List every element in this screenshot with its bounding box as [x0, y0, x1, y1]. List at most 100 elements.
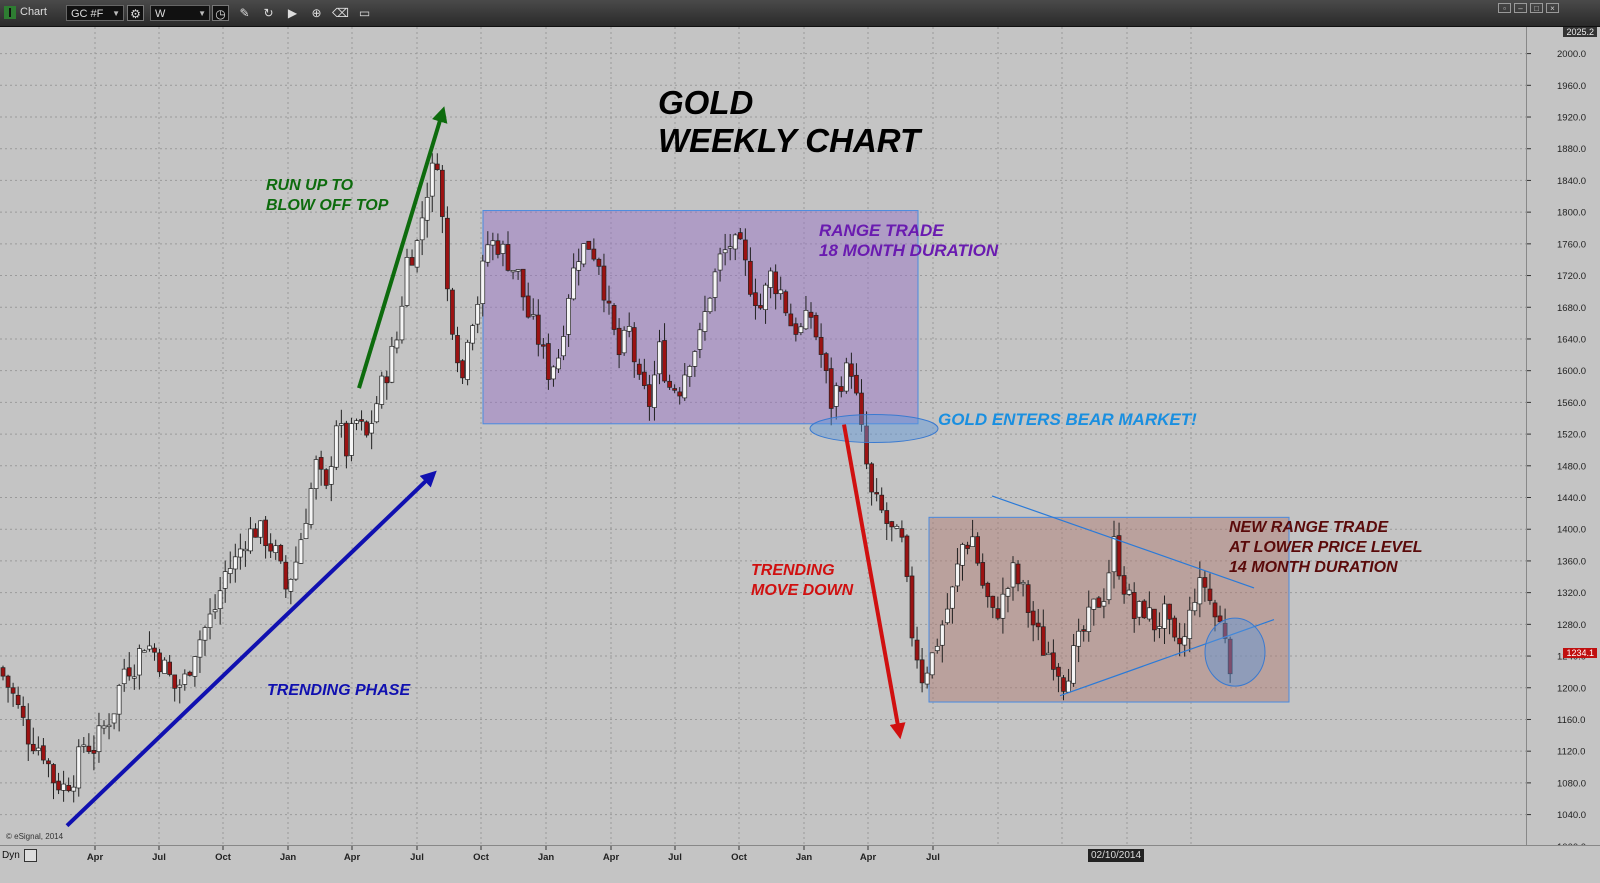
candle-body-down — [318, 457, 324, 470]
candle — [813, 312, 819, 341]
candle-body-up — [763, 284, 768, 311]
candle-body-up — [475, 304, 481, 325]
y-tick-label: 1440.0 — [1557, 493, 1586, 504]
candle — [742, 228, 748, 276]
candle — [904, 534, 910, 583]
candle-body-up — [939, 624, 945, 646]
candle — [263, 515, 268, 559]
candle-body-up — [1086, 606, 1092, 632]
candle — [490, 232, 496, 261]
close-icon[interactable]: × — [1546, 3, 1559, 13]
candle-body-up — [1071, 645, 1076, 684]
candle — [177, 679, 183, 704]
candle-body-down — [25, 719, 31, 745]
candle-body-down — [455, 335, 460, 364]
candle-body-down — [10, 687, 16, 694]
candle — [298, 532, 304, 564]
candle — [727, 233, 733, 261]
symbol-select[interactable]: GC #F ▼ — [66, 5, 124, 21]
chart-title-line-2: WEEKLY CHART — [658, 122, 921, 159]
candle — [914, 626, 920, 669]
candle-body-down — [662, 340, 667, 382]
candle — [924, 666, 930, 689]
candle-body-up — [349, 423, 354, 456]
candle-body-down — [66, 785, 72, 792]
candle — [429, 153, 435, 213]
candle — [748, 247, 753, 297]
candle — [601, 253, 607, 313]
y-tick-label: 1880.0 — [1557, 144, 1586, 155]
candle — [621, 326, 627, 356]
candle-body-down — [187, 671, 193, 676]
candle-body-down — [1207, 588, 1213, 601]
candle — [970, 519, 975, 547]
candle-body-up — [71, 786, 77, 792]
candle-body-up — [1187, 609, 1193, 639]
plot-area[interactable]: GOLD WEEKLY CHART RUN UP TO BLOW OFF TOP R… — [0, 27, 1526, 845]
candle — [354, 418, 359, 431]
maximize-icon[interactable]: □ — [1530, 3, 1543, 13]
price-axis[interactable]: 2000.0 1960.0 1920.0 1880.0 1840.0 1800.0 1760… — [1526, 27, 1600, 845]
zoom-icon[interactable]: ⊕ — [311, 6, 322, 20]
restore-icon[interactable]: ▫ — [1498, 3, 1511, 13]
candle-body-up — [924, 672, 930, 685]
eraser-icon[interactable]: ⌫ — [332, 6, 349, 20]
candle — [76, 739, 82, 797]
interval-select[interactable]: W ▼ — [150, 5, 210, 21]
candle-body-up — [803, 310, 809, 330]
candle-body-down — [1056, 666, 1061, 677]
candle-body-down — [864, 425, 869, 465]
candle — [414, 239, 420, 273]
pencil-icon[interactable]: ✎ — [239, 6, 250, 20]
candle-body-up — [843, 362, 849, 392]
play-icon[interactable]: ▶ — [287, 6, 298, 20]
candle-body-down — [904, 535, 910, 577]
y-tick-label: 1480.0 — [1557, 461, 1586, 472]
candle — [995, 596, 1001, 621]
chart-logo-icon — [4, 6, 16, 19]
candle-body-up — [131, 676, 137, 679]
candle — [894, 524, 900, 529]
candle — [808, 302, 814, 329]
dyn-toggle-icon[interactable] — [24, 849, 37, 862]
candle — [717, 247, 723, 282]
candle — [111, 713, 117, 730]
breakdown-ellipse — [1204, 617, 1266, 687]
candle — [682, 363, 688, 401]
candle — [66, 777, 72, 793]
date-axis[interactable]: Apr Jul Oct Jan Apr Jul Oct Jan Apr Jul Oct Jan Apr J… — [0, 845, 1600, 883]
candle — [349, 417, 354, 462]
candle — [232, 543, 238, 583]
y-tick-label: 1600.0 — [1557, 366, 1586, 377]
candle-body-down — [849, 363, 854, 377]
candle-body-down — [995, 608, 1001, 619]
candle — [202, 625, 208, 656]
y-tick-label: 1400.0 — [1557, 525, 1586, 536]
candle — [939, 620, 945, 663]
candle — [566, 294, 571, 347]
candle-body-down — [434, 163, 440, 170]
trendline-lower — [1059, 619, 1275, 697]
refresh-icon[interactable]: ↻ — [263, 6, 274, 20]
candle — [1111, 520, 1117, 589]
candle — [157, 648, 162, 677]
candle — [152, 643, 157, 661]
candle — [616, 318, 622, 369]
x-tick-label: Jan — [796, 852, 813, 863]
candle-body-up — [707, 297, 713, 313]
candle — [207, 598, 213, 640]
comment-icon[interactable]: ▭ — [358, 6, 371, 20]
candle — [586, 240, 592, 250]
annotation-line: RANGE TRADE — [819, 221, 944, 240]
candle — [530, 298, 536, 320]
candle — [1162, 595, 1167, 644]
candle — [1187, 596, 1193, 653]
candle-body-down — [5, 675, 11, 688]
settings-gear-icon[interactable]: ⚙ — [127, 5, 144, 21]
candle-body-down — [283, 561, 289, 590]
candle — [879, 487, 885, 514]
candle-body-down — [914, 639, 920, 661]
clock-icon[interactable]: ◷ — [212, 5, 229, 21]
candle-body-up — [106, 724, 112, 728]
minimize-icon[interactable]: – — [1514, 3, 1527, 13]
